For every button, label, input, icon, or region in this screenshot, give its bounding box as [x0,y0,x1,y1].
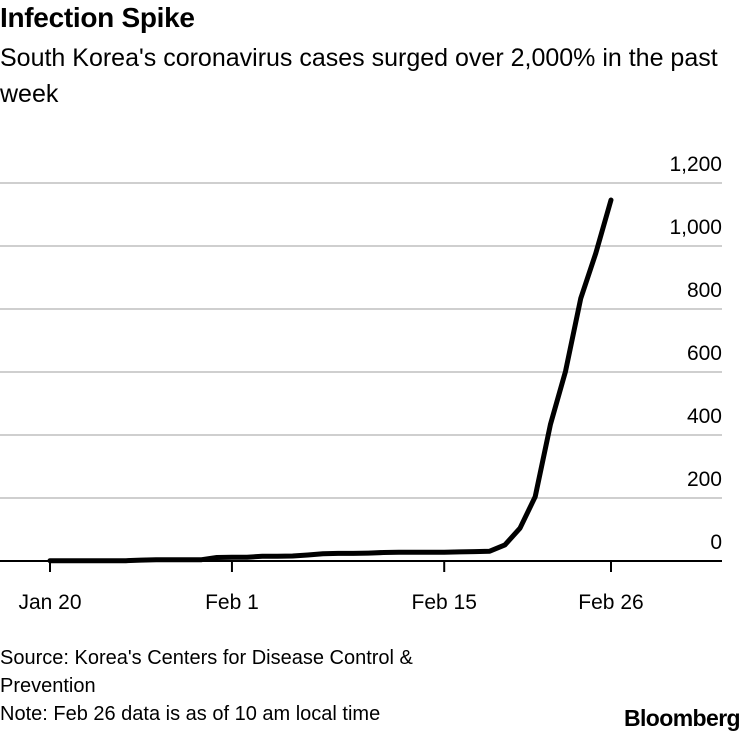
series-line-cases [47,197,614,564]
series-layer [47,197,614,564]
y-tick-label: 1,000 [669,216,722,239]
source-note-continued: Prevention [0,675,96,697]
line-chart: 0 200 400 600 800 1,000 1,200 Jan 20 Feb 1 Feb 1… [0,153,722,614]
y-tick-label: 0 [710,531,722,554]
y-tick-label: 1,200 [669,153,722,176]
bloomberg-logo: Bloomberg [624,705,740,731]
source-note: Source: Korea's Centers for Disease Cont… [0,647,413,669]
y-tick-label: 200 [687,468,722,491]
y-tick-label: 800 [687,279,722,302]
y-tick-label: 600 [687,342,722,365]
gridlines [0,182,722,499]
data-note: Note: Feb 26 data is as of 10 am local t… [0,703,381,725]
x-tick-label: Feb 1 [205,591,259,614]
chart-footer: Source: Korea's Centers for Disease Cont… [0,644,413,728]
x-tick-label: Jan 20 [18,591,81,614]
x-tick-label: Feb 15 [412,591,477,614]
x-axis: Jan 20 Feb 1 Feb 15 Feb 26 [0,560,722,614]
y-axis-labels: 0 200 400 600 800 1,000 1,200 [669,153,722,554]
chart-title: Infection Spike [0,2,195,33]
y-tick-label: 400 [687,405,722,428]
x-tick-label: Feb 26 [578,591,643,614]
chart-subtitle: South Korea's coronavirus cases surged o… [0,44,718,108]
